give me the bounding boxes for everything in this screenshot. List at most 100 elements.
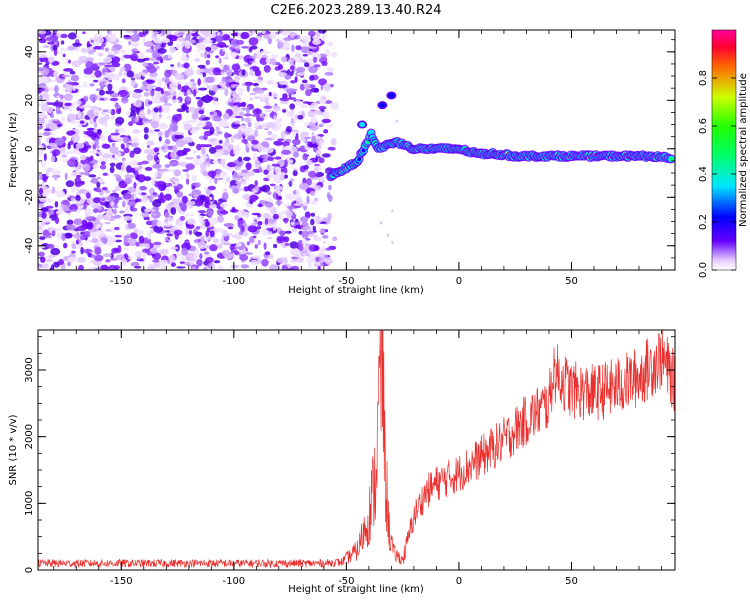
spectrogram-noise-blob: [52, 44, 58, 51]
spectrogram-noise-blob: [86, 267, 96, 270]
spectrogram-noise-blob: [267, 217, 275, 226]
spectrogram-noise-blob: [186, 223, 195, 229]
spectrogram-noise-blob: [130, 261, 140, 267]
spectrogram-noise-blob: [137, 58, 145, 63]
spectrogram-noise-blob: [122, 54, 133, 59]
spectrogram-noise-blob: [272, 223, 277, 231]
spectrogram-speck: [395, 119, 398, 123]
spectrogram-noise-blob: [207, 185, 216, 191]
spectrogram-noise-field: [38, 30, 398, 270]
spectrogram-noise-blob: [179, 215, 186, 221]
spectrogram-noise-blob: [247, 121, 252, 128]
y-tick-label: 3000: [24, 357, 35, 382]
spectrogram-noise-blob: [301, 238, 307, 245]
spectrogram-noise-blob: [290, 80, 296, 84]
spectrogram-noise-blob: [76, 124, 83, 128]
spectrogram-noise-blob: [133, 194, 138, 200]
spectrogram-noise-blob: [273, 243, 278, 249]
spectrogram-noise-blob: [86, 221, 94, 230]
spectrogram-noise-blob: [235, 39, 245, 45]
spectrogram-noise-blob: [57, 227, 61, 232]
spectrogram-noise-blob: [184, 157, 194, 160]
spectrogram-noise-blob: [324, 256, 333, 265]
spectrogram-noise-blob: [181, 52, 186, 60]
spectrogram-noise-blob: [319, 176, 326, 183]
spectrogram-noise-blob: [75, 239, 79, 245]
spectrogram-noise-blob: [244, 81, 254, 86]
ridge-core: [357, 157, 362, 162]
spectrogram-noise-blob: [195, 182, 201, 188]
spectrogram-noise-blob: [50, 247, 61, 256]
spectrogram-noise-blob: [102, 186, 108, 191]
spectrogram-noise-blob: [293, 151, 299, 158]
spectrogram-noise-blob: [50, 118, 60, 122]
spectrogram-noise-blob: [97, 128, 102, 135]
spectrogram-noise-blob: [227, 97, 232, 103]
spectrogram-noise-blob: [96, 36, 105, 44]
spectrogram-noise-blob: [223, 222, 234, 228]
spectrogram-noise-blob: [172, 99, 181, 103]
x-tick-label: 50: [565, 276, 578, 287]
spectrogram-noise-blob: [106, 72, 116, 81]
spectrogram-noise-blob: [149, 57, 157, 62]
spectrogram-noise-blob: [222, 34, 231, 41]
spectrogram-noise-blob: [92, 163, 99, 169]
spectrogram-noise-blob: [302, 101, 310, 104]
spectrogram-noise-blob: [181, 104, 187, 110]
spectrogram-noise-blob: [158, 136, 162, 142]
spectrogram-noise-blob: [270, 206, 277, 215]
spectrogram-noise-blob: [274, 185, 283, 191]
spectrogram-noise-blob: [84, 67, 94, 75]
colorbar-ticks: 0.0 0.2 0.4 0.6 0.8: [698, 70, 736, 278]
spectrogram-noise-blob: [174, 134, 184, 140]
spectrogram-noise-blob: [237, 156, 243, 162]
spectrogram-noise-blob: [127, 140, 134, 144]
spectrogram-noise-blob: [178, 113, 182, 117]
spectrogram-noise-blob: [232, 188, 239, 194]
x-tick-label: -50: [338, 276, 354, 287]
spectrogram-noise-blob: [143, 91, 150, 97]
spectrogram-noise-blob: [214, 145, 223, 150]
spectrogram-noise-blob: [233, 171, 238, 178]
spectrogram-noise-blob: [247, 143, 253, 148]
spectrogram-noise-blob: [252, 153, 258, 162]
spectrogram-noise-blob: [277, 198, 281, 207]
spectrogram-noise-blob: [147, 265, 156, 270]
spectrogram-noise-blob: [109, 66, 116, 73]
spectrogram-noise-blob: [134, 117, 139, 123]
spectrogram-noise-blob: [233, 147, 240, 156]
spectrogram-noise-blob: [159, 168, 169, 172]
spectrogram-noise-blob: [317, 145, 322, 150]
spectrogram-noise-blob: [65, 85, 74, 90]
spectrogram-noise-blob: [310, 117, 318, 124]
spectrogram-noise-blob: [191, 189, 202, 196]
spectrogram-noise-blob: [222, 56, 230, 60]
spectrogram-noise-blob: [128, 40, 132, 46]
spectrogram-noise-blob: [181, 247, 189, 256]
spectrogram-noise-blob: [307, 252, 312, 260]
spectrogram-noise-blob: [289, 65, 295, 71]
spectrogram-noise-blob: [271, 54, 279, 59]
spectrogram-noise-blob: [105, 259, 111, 263]
spectrogram-noise-blob: [247, 225, 258, 233]
x-tick-label: -150: [110, 576, 133, 587]
spectrogram-noise-blob: [318, 252, 325, 259]
spectrogram-noise-blob: [276, 195, 283, 200]
spectrogram-noise-blob: [38, 173, 43, 181]
spectrogram-noise-blob: [304, 243, 311, 247]
spectrogram-noise-blob: [69, 209, 77, 212]
spectrogram-noise-blob: [222, 112, 230, 121]
spectrogram-noise-blob: [47, 106, 53, 114]
spectrogram-noise-blob: [66, 261, 72, 267]
spectrogram-noise-blob: [212, 101, 220, 106]
spectrogram-noise-blob: [158, 106, 162, 113]
spectrogram-noise-blob: [219, 140, 223, 144]
spectrogram-noise-blob: [52, 149, 61, 156]
spectrogram-noise-blob: [91, 237, 99, 244]
spectrogram-noise-blob: [129, 34, 140, 42]
spectrogram-noise-blob: [219, 202, 228, 208]
spectrogram-noise-blob: [114, 185, 121, 192]
spectrogram-noise-blob: [212, 67, 221, 76]
spectrogram-noise-blob: [202, 72, 207, 78]
spectrogram-noise-blob: [61, 74, 71, 78]
